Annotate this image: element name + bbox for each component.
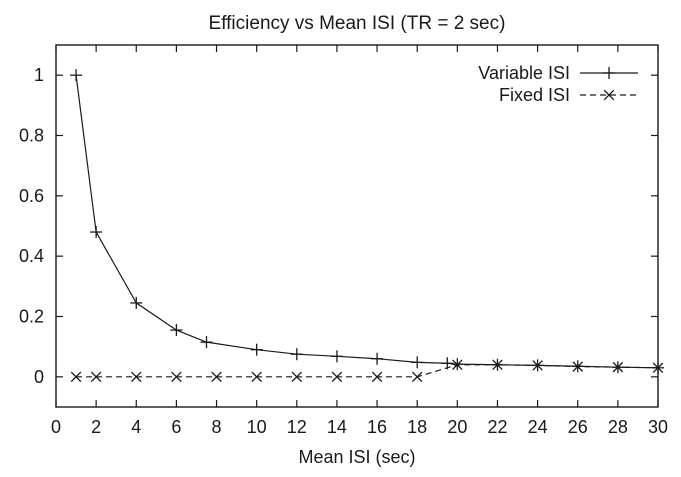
data-point-fixed-isi [211, 371, 222, 383]
data-point-fixed-isi [612, 361, 624, 373]
legend-marker-fixed-isi [603, 89, 615, 101]
data-point-fixed-isi [331, 371, 343, 383]
data-point-variable-isi [250, 343, 263, 356]
x-tick-label: 2 [91, 417, 101, 437]
series-layer [70, 69, 664, 383]
data-point-variable-isi [290, 348, 303, 361]
data-point-variable-isi [371, 352, 384, 365]
y-tick-label: 1 [34, 65, 44, 85]
data-point-fixed-isi [291, 371, 303, 383]
series-line-variable-isi [75, 75, 659, 369]
y-tick-label: 0.4 [19, 246, 44, 266]
data-point-variable-isi [90, 226, 103, 239]
data-point-variable-isi [70, 69, 83, 82]
y-tick-label: 0.8 [19, 126, 44, 146]
data-point-variable-isi [200, 336, 213, 349]
data-point-fixed-isi [371, 371, 383, 383]
x-tick-label: 18 [407, 417, 427, 437]
data-point-fixed-isi [492, 359, 503, 371]
x-tick-label: 20 [447, 417, 467, 437]
x-tick-label: 14 [327, 417, 347, 437]
data-point-fixed-isi [90, 371, 102, 383]
x-tick-label: 8 [212, 417, 222, 437]
x-tick-label: 0 [51, 417, 61, 437]
series-line-fixed-isi [76, 364, 659, 378]
chart-title: Efficiency vs Mean ISI (TR = 2 sec) [209, 13, 506, 34]
plot-frame [55, 44, 659, 408]
x-tick-label: 24 [528, 417, 548, 437]
data-point-fixed-isi [171, 371, 182, 383]
x-tick-label: 28 [608, 417, 628, 437]
x-tick-label: 16 [367, 417, 387, 437]
x-tick-label: 26 [568, 417, 588, 437]
legend-marker-variable-isi [603, 67, 615, 79]
y-tick-label: 0 [34, 367, 44, 387]
data-point-variable-isi [411, 356, 424, 369]
x-tick-label: 12 [287, 417, 307, 437]
x-tick-label: 10 [247, 417, 267, 437]
x-tick-label: 22 [487, 417, 507, 437]
x-tick-label: 30 [648, 417, 668, 437]
x-axis-label: Mean ISI (sec) [298, 447, 415, 467]
y-tick-label: 0.2 [19, 307, 44, 327]
y-tick-label: 0.6 [19, 186, 44, 206]
data-point-fixed-isi [532, 360, 543, 371]
legend-label-variable-isi: Variable ISI [478, 63, 570, 83]
ticks-layer: 0 2 4 6 8 10 12 14 16 18 20 22 24 26 28 3000.20.40.60.8… [19, 45, 668, 437]
data-point-fixed-isi [131, 371, 142, 383]
x-tick-label: 6 [171, 417, 181, 437]
data-point-fixed-isi [572, 361, 583, 372]
data-point-fixed-isi [452, 359, 463, 371]
data-point-fixed-isi [411, 371, 423, 383]
data-point-fixed-isi [70, 371, 82, 383]
data-point-variable-isi [130, 296, 143, 309]
legend-label-fixed-isi: Fixed ISI [499, 85, 570, 105]
data-point-fixed-isi [251, 371, 262, 383]
data-point-variable-isi [170, 324, 183, 337]
x-tick-label: 4 [131, 417, 141, 437]
data-point-variable-isi [330, 350, 343, 363]
